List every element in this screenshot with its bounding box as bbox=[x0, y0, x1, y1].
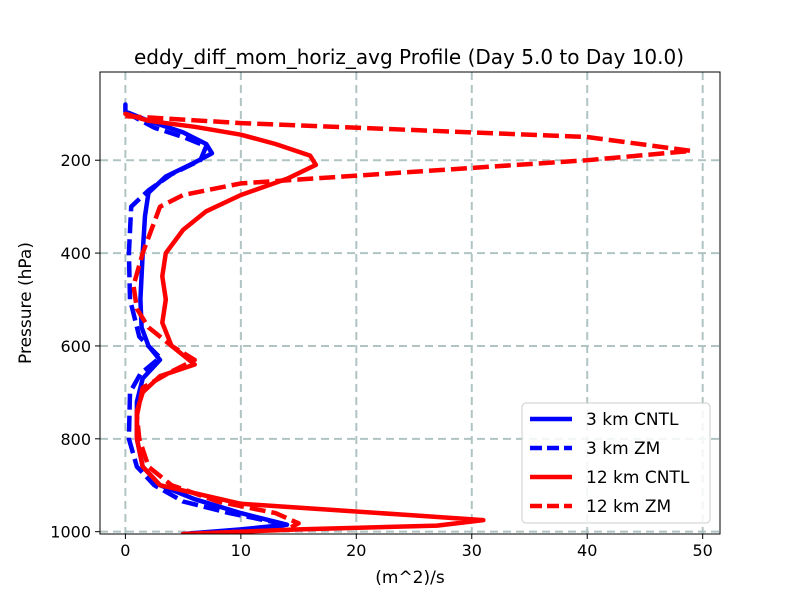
chart-title: eddy_diff_mom_horiz_avg Profile (Day 5.0… bbox=[134, 45, 684, 69]
legend-label: 12 km CNTL bbox=[586, 468, 690, 488]
legend: 3 km CNTL 3 km ZM 12 km CNTL 12 km ZM bbox=[521, 402, 711, 524]
x-tick-label: 0 bbox=[120, 541, 130, 560]
x-tick-label: 50 bbox=[693, 541, 713, 560]
legend-label: 3 km ZM bbox=[586, 439, 660, 459]
y-tick-label: 400 bbox=[60, 244, 91, 263]
axes-frame bbox=[99, 71, 721, 535]
legend-box bbox=[521, 402, 711, 524]
x-axis-label: (m^2)/s bbox=[375, 568, 445, 588]
series-line-12-km-zm bbox=[125, 113, 694, 532]
y-axis-label: Pressure (hPa) bbox=[16, 242, 36, 364]
series-line-12-km-cntl bbox=[123, 111, 486, 534]
plot-area bbox=[123, 102, 694, 534]
y-tick-label: 600 bbox=[60, 337, 91, 356]
series-line-3-km-cntl bbox=[123, 102, 290, 534]
legend-label: 3 km CNTL bbox=[586, 410, 679, 430]
x-axis-ticks: 0 10 20 30 40 50 bbox=[120, 534, 713, 560]
x-tick-label: 30 bbox=[462, 541, 482, 560]
series-group bbox=[123, 102, 694, 534]
series-line-3-km-zm bbox=[124, 109, 290, 532]
y-tick-label: 200 bbox=[60, 151, 91, 170]
y-axis-ticks: 200 400 600 800 1000 bbox=[50, 151, 100, 542]
x-tick-label: 10 bbox=[231, 541, 251, 560]
y-tick-label: 800 bbox=[60, 430, 91, 449]
x-tick-label: 40 bbox=[577, 541, 597, 560]
x-tick-label: 20 bbox=[346, 541, 366, 560]
legend-label: 12 km ZM bbox=[586, 497, 671, 517]
y-tick-label: 1000 bbox=[50, 523, 91, 542]
